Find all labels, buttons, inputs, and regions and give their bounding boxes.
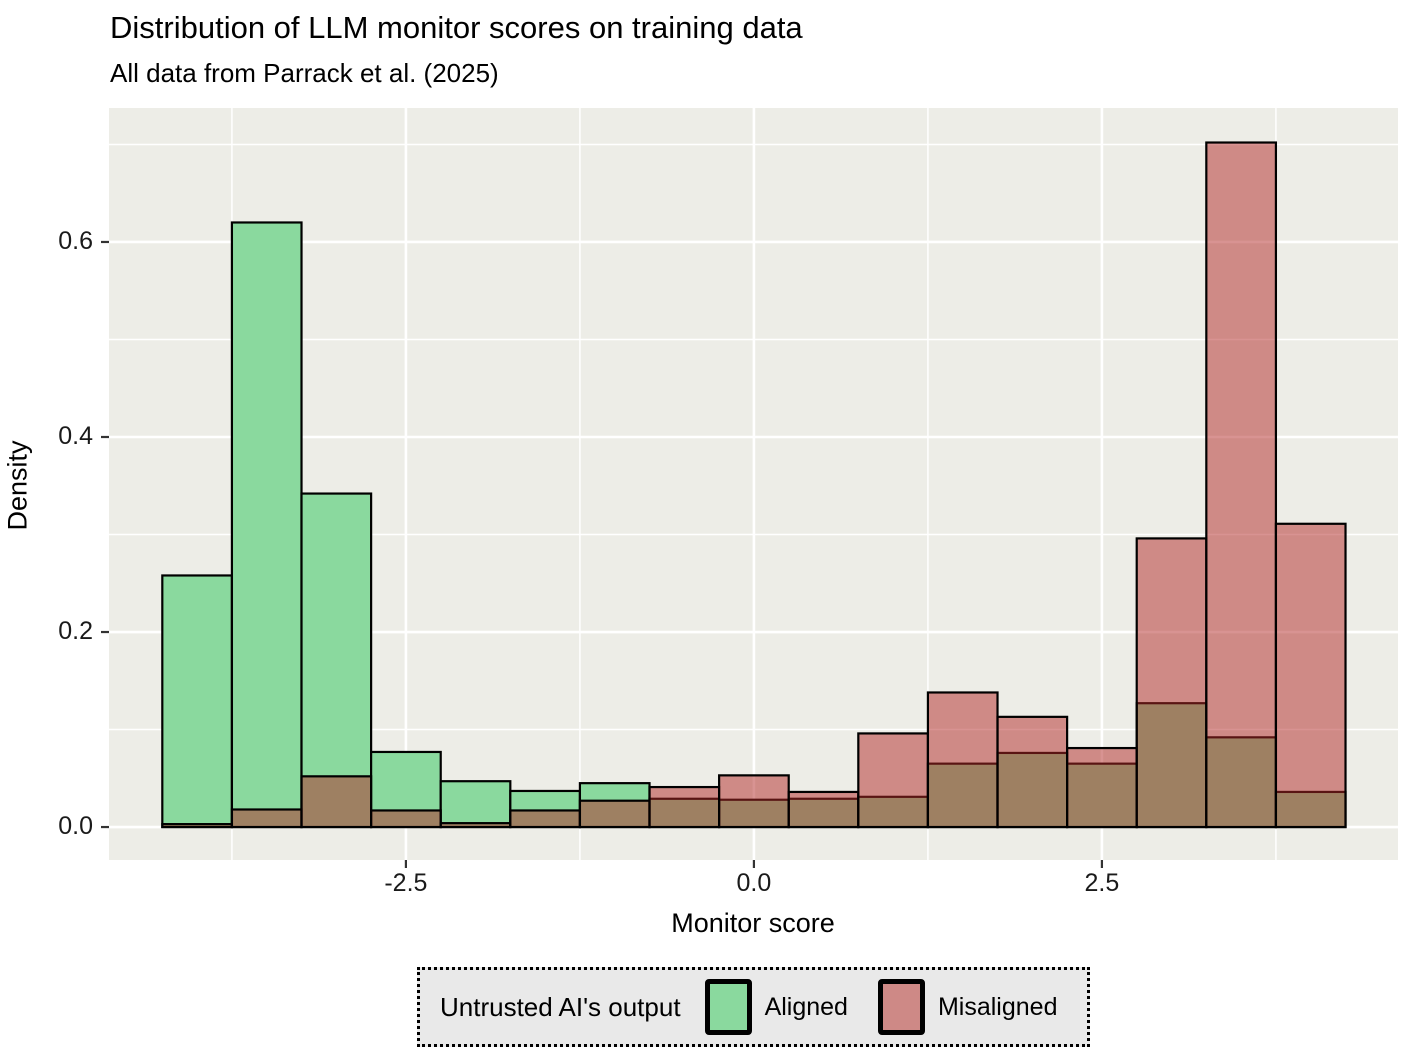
bar-aligned-bin1 [161, 574, 234, 829]
bar-misaligned-bin11 [857, 732, 930, 829]
aligned-swatch-icon [704, 979, 752, 1035]
y-tick-label: 0.6 [58, 226, 93, 255]
chart-title: Distribution of LLM monitor scores on tr… [110, 10, 803, 45]
y-tick-label: 0.2 [58, 617, 93, 646]
bar-misaligned-bin3 [300, 775, 373, 829]
misaligned-swatch-icon [877, 979, 925, 1035]
bar-misaligned-bin16 [1205, 141, 1278, 829]
chart-subtitle: All data from Parrack et al. (2025) [110, 58, 499, 88]
bar-misaligned-bin14 [1066, 746, 1138, 829]
x-tick-label: 0.0 [736, 869, 772, 897]
legend-box: Untrusted AI's output Aligned Misaligned [417, 967, 1090, 1047]
y-tick-label: 0.0 [58, 812, 93, 841]
bar-aligned-bin3 [300, 492, 373, 829]
x-tick-label: 2.5 [1084, 869, 1120, 897]
bar-misaligned-bin6 [509, 809, 582, 829]
y-tick-label: 0.4 [58, 422, 93, 450]
legend-label-misaligned: Misaligned [937, 992, 1058, 1021]
bar-misaligned-bin12 [926, 691, 999, 829]
bar-misaligned-bin17 [1274, 522, 1347, 829]
bar-misaligned-bin13 [996, 715, 1069, 829]
bar-misaligned-bin8 [648, 785, 721, 829]
bar-misaligned-bin2 [230, 808, 303, 829]
bar-misaligned-bin7 [578, 799, 651, 829]
bar-misaligned-bin4 [370, 809, 442, 829]
bar-misaligned-bin10 [787, 790, 860, 829]
x-tick-label: -2.5 [384, 869, 428, 897]
legend-label-aligned: Aligned [764, 992, 848, 1021]
bar-misaligned-bin1 [161, 823, 234, 829]
x-axis-label: Monitor score [671, 908, 835, 938]
bar-misaligned-bin15 [1135, 537, 1208, 829]
bar-aligned-bin5 [439, 780, 512, 829]
bar-aligned-bin2 [230, 221, 303, 829]
bar-misaligned-bin5 [439, 822, 512, 829]
bar-misaligned-bin9 [718, 774, 790, 829]
legend-title: Untrusted AI's output [440, 991, 681, 1022]
